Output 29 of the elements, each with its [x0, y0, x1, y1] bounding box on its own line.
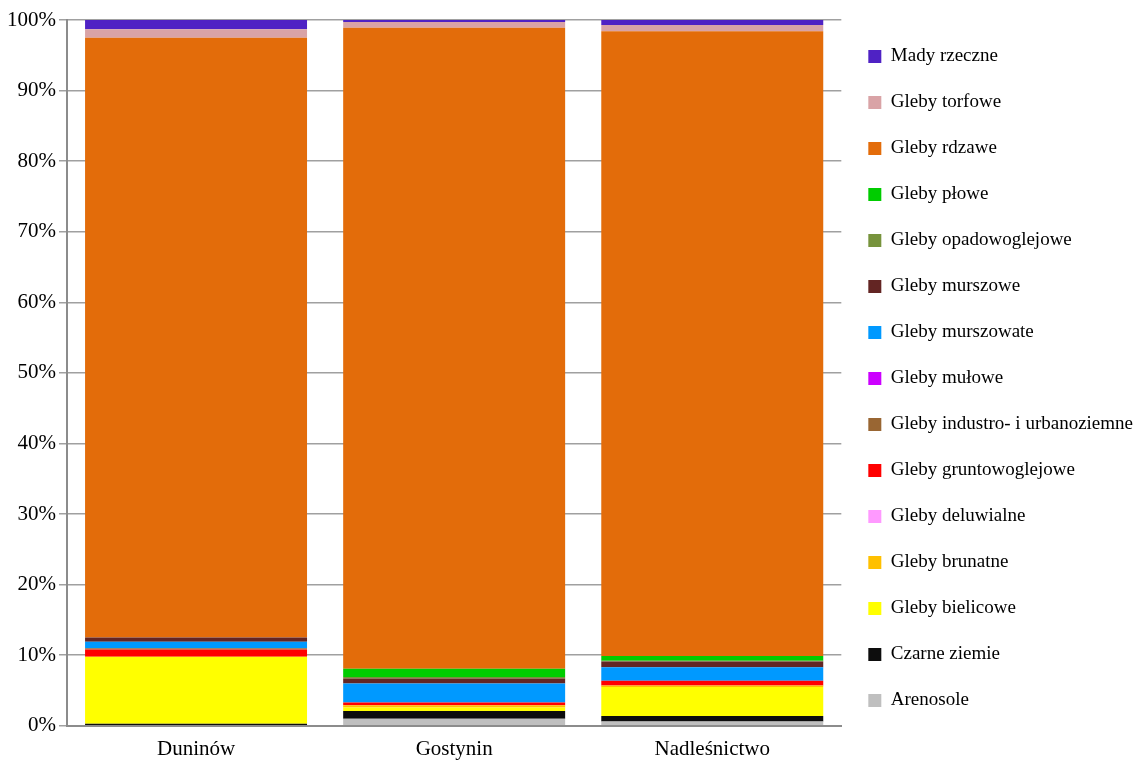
- y-tick-label: 90%: [17, 77, 56, 102]
- legend-label: Gleby industro- i urbanoziemne: [890, 412, 1133, 434]
- legend-label: Gleby deluwialne: [890, 504, 1026, 526]
- y-tick-label: 40%: [17, 430, 56, 454]
- y-tick-label: 10%: [17, 641, 56, 666]
- x-tick-label: Gostynin: [415, 735, 494, 760]
- y-tick-label: 70%: [17, 218, 56, 243]
- y-tick-label: 60%: [17, 288, 56, 313]
- y-tick-label: 20%: [17, 571, 56, 596]
- legend-label: Gleby płowe: [890, 182, 989, 204]
- legend-label: Arenosole: [890, 688, 969, 710]
- legend-label: Czarne ziemie: [890, 642, 1000, 664]
- legend-label: Gleby torfowe: [890, 90, 1002, 112]
- legend-label: Gleby mułowe: [890, 366, 1004, 388]
- x-tick-label: Duninów: [156, 735, 236, 760]
- y-tick-label: 0%: [27, 712, 56, 737]
- legend-label: Mady rzeczne: [890, 44, 998, 66]
- x-tick-label: Nadleśnictwo: [654, 735, 770, 760]
- legend-label: Gleby bielicowe: [890, 596, 1016, 618]
- legend-label: Gleby murszowe: [890, 274, 1021, 296]
- legend-label: Gleby gruntowoglejowe: [890, 458, 1075, 480]
- y-tick-label: 30%: [17, 500, 56, 525]
- legend-label: Gleby opadowoglejowe: [890, 228, 1072, 250]
- y-tick-label: 50%: [17, 359, 56, 384]
- legend-label: Gleby murszowate: [890, 320, 1034, 342]
- y-tick-label: 80%: [17, 147, 56, 172]
- legend-label: Gleby rdzawe: [890, 136, 997, 158]
- legend-label: Gleby brunatne: [890, 550, 1009, 572]
- y-tick-label: 100%: [6, 6, 56, 31]
